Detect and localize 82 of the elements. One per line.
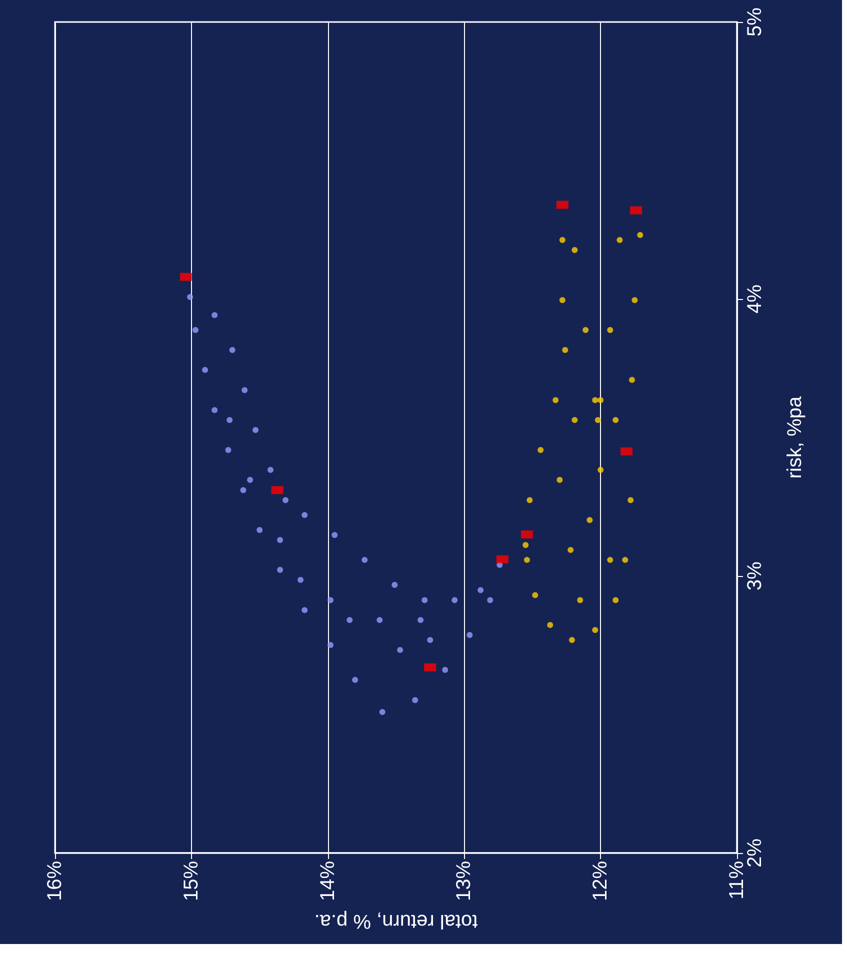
point: [522, 542, 529, 548]
point: [229, 346, 236, 353]
point: [552, 397, 559, 404]
point: [346, 617, 353, 624]
point: [328, 642, 334, 648]
point: [559, 237, 566, 243]
y-tick-label: 3%: [744, 561, 766, 590]
point: [586, 517, 593, 524]
point: [612, 597, 619, 604]
point: [577, 597, 584, 604]
point: [562, 346, 568, 353]
point: [632, 297, 638, 304]
y-tick-label: 4%: [744, 284, 766, 314]
point: [418, 617, 424, 624]
point: [256, 527, 263, 534]
x-tick-label: 13%: [453, 860, 476, 902]
point: [252, 427, 259, 434]
point: [568, 546, 574, 553]
point: [607, 327, 614, 334]
point: [247, 476, 254, 483]
point: [302, 512, 308, 518]
x-tick-label: 16%: [44, 860, 66, 902]
point: [226, 417, 233, 424]
point: [212, 407, 218, 414]
point: [452, 597, 458, 604]
point: [192, 327, 198, 334]
point: [547, 622, 554, 628]
point: [242, 387, 248, 394]
point: [352, 676, 358, 683]
point: [594, 417, 601, 424]
point: [592, 627, 598, 634]
point: [592, 397, 598, 404]
x-tick-label: 15%: [180, 860, 202, 902]
point: [282, 497, 289, 504]
point: [538, 446, 544, 453]
point: [392, 582, 398, 588]
point: [187, 294, 194, 300]
point: [526, 497, 533, 504]
point: [598, 397, 604, 404]
point: [628, 497, 634, 504]
point: [582, 327, 589, 334]
point: [202, 366, 208, 373]
point: [559, 297, 566, 304]
point: [637, 232, 644, 238]
point: [572, 417, 578, 424]
point: [298, 576, 304, 583]
x-tick-label: 12%: [590, 860, 612, 902]
point: [212, 312, 218, 318]
point: [332, 532, 338, 538]
point: [302, 607, 308, 614]
point: [277, 536, 284, 543]
point: [622, 556, 628, 563]
point: [616, 237, 623, 243]
x-axis-title: total return, % p.a.: [314, 910, 478, 932]
point: [379, 709, 386, 716]
point: [568, 636, 575, 643]
point: [466, 632, 473, 638]
point: [598, 466, 604, 473]
point: [362, 556, 368, 563]
point: [328, 597, 334, 604]
point: [572, 246, 578, 253]
point: [487, 597, 494, 604]
y-tick-label: 5%: [744, 7, 766, 36]
point: [628, 376, 635, 383]
point: [442, 666, 448, 673]
point: [532, 592, 538, 598]
point: [607, 556, 614, 563]
point: [422, 597, 428, 604]
x-tick-label: 14%: [316, 860, 339, 902]
point: [427, 636, 434, 643]
point: [277, 566, 284, 573]
point: [524, 556, 530, 563]
point: [612, 417, 619, 424]
point: [225, 446, 232, 453]
y-axis-title: risk, %pa: [784, 396, 806, 479]
point: [376, 617, 383, 624]
point: [412, 697, 418, 704]
point: [556, 476, 563, 483]
point: [240, 487, 246, 494]
point: [397, 646, 404, 653]
point: [478, 587, 484, 594]
point: [268, 466, 274, 473]
